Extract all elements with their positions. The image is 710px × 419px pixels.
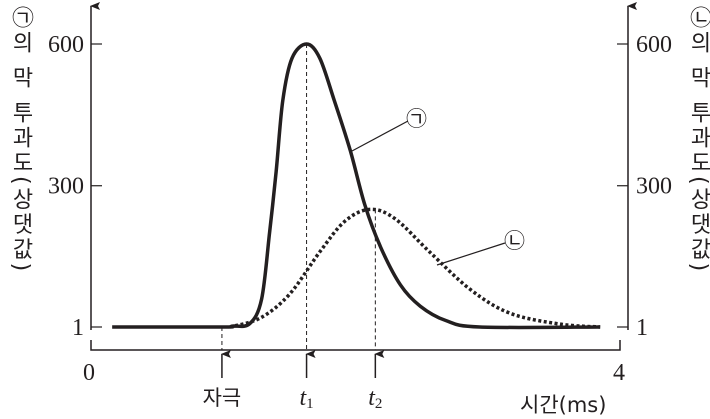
series-b-label: ㉡ [504, 229, 525, 253]
left-y-tick-label: 1 [72, 315, 84, 341]
left-y-tick-label: 600 [48, 32, 84, 58]
series-a-leader [351, 120, 409, 152]
x-tick-0: 0 [83, 360, 95, 386]
marker-label: t1 [299, 385, 313, 412]
series-a-line [112, 42, 601, 330]
right-y-tick-label: 300 [636, 174, 672, 200]
x-tick-4: 4 [613, 360, 625, 386]
marker-label: t2 [368, 385, 382, 412]
x-axis-label: 시간(ms) [520, 393, 606, 417]
left-y-tick-label: 300 [48, 174, 84, 200]
right-y-axis-label: ㉡의 막 투과도(상댓값) [686, 6, 710, 275]
right-y-tick-label: 1 [636, 315, 648, 341]
series-b-line [229, 207, 601, 329]
x-axis [90, 340, 621, 351]
series-a-label: ㉠ [406, 107, 427, 131]
left-y-axis-label: ㉠의 막 투과도(상댓값) [8, 6, 33, 275]
series-b-leader [436, 242, 506, 266]
right-y-tick-label: 600 [636, 32, 672, 58]
marker-label: 자극 [203, 386, 242, 410]
